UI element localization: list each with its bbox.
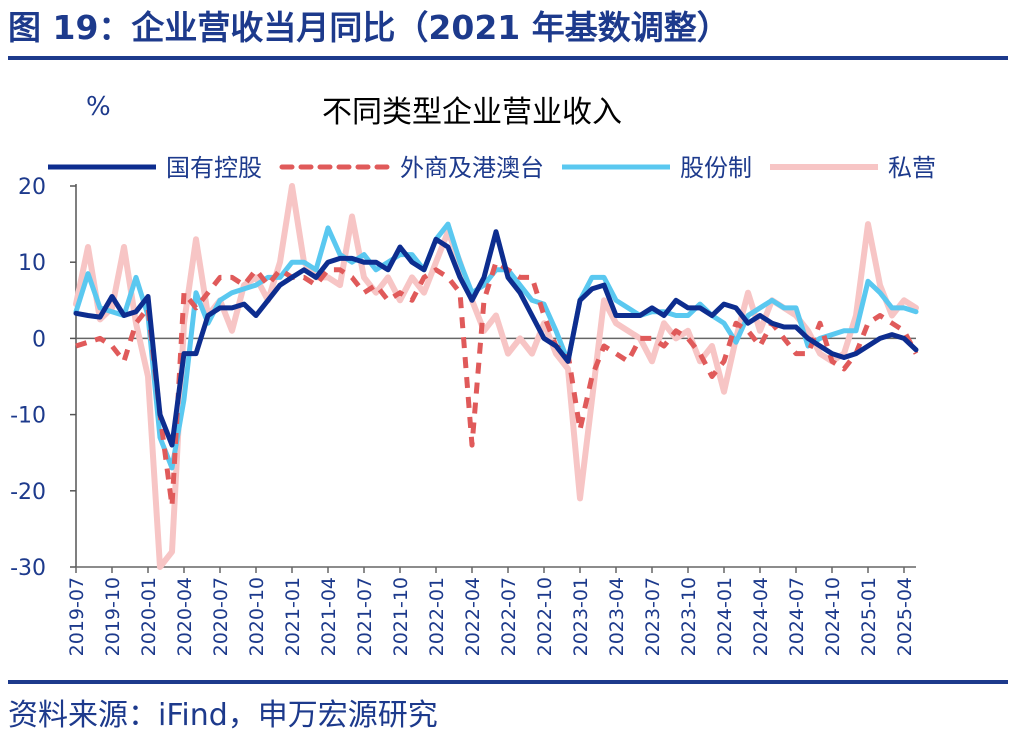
y-tick-label: 0 (32, 327, 46, 352)
x-tick-label: 2022-07 (498, 577, 520, 656)
x-tick-label: 2021-07 (354, 577, 376, 656)
x-tick-label: 2019-07 (66, 577, 88, 656)
series-line (75, 259, 919, 509)
legend-label: 股份制 (680, 154, 752, 182)
x-tick-label: 2025-04 (894, 577, 916, 656)
x-tick-label: 2024-10 (822, 577, 844, 656)
x-tick-label: 2025-01 (858, 577, 880, 656)
x-tick-label: 2023-01 (570, 577, 592, 656)
x-tick-label: 2023-07 (642, 577, 664, 656)
x-tick-label: 2021-10 (390, 577, 412, 656)
x-tick-label: 2021-01 (282, 577, 304, 656)
top-rule (8, 56, 1008, 60)
bottom-rule (8, 680, 1008, 684)
x-tick-label: 2022-10 (534, 577, 556, 656)
y-axis-unit: % (86, 92, 111, 122)
x-tick-label: 2024-04 (750, 577, 772, 656)
legend-label: 国有控股 (166, 154, 262, 182)
y-tick-label: 20 (18, 175, 46, 200)
x-tick-label: 2024-01 (714, 577, 736, 656)
x-tick-label: 2022-01 (426, 577, 448, 656)
x-tick-label: 2023-04 (606, 577, 628, 656)
x-tick-label: 2022-04 (462, 577, 484, 656)
x-tick-label: 2019-10 (102, 577, 124, 656)
legend-label: 外商及港澳台 (400, 154, 544, 182)
x-tick-label: 2020-07 (210, 577, 232, 656)
y-tick-label: -20 (10, 480, 46, 505)
axes: 20 10 0 -10 -20 -30 2019-07 2019-10 2020-01 2020-… (10, 175, 916, 656)
x-tick-label: 2020-10 (246, 577, 268, 656)
chart: 不同类型企业营业收入% 国有控股 外商及港澳台 股份制 私营 20 10 0 -10 -20 -… (10, 92, 936, 656)
x-tick-label: 2020-01 (138, 577, 160, 656)
x-tick-label: 2020-04 (174, 577, 196, 656)
figure-title: 图 19：企业营收当月同比（2021 年基数调整） (8, 8, 730, 47)
y-tick-label: -10 (10, 404, 46, 429)
x-tick-label: 2023-10 (678, 577, 700, 656)
y-tick-label: 10 (18, 251, 46, 276)
series-line (73, 229, 919, 448)
y-tick-label: -30 (10, 556, 46, 581)
x-tick-label: 2021-04 (318, 577, 340, 656)
x-tick-label: 2024-07 (786, 577, 808, 656)
source-note: 资料来源：iFind，申万宏源研究 (8, 698, 438, 733)
series-line (73, 183, 919, 570)
legend-label: 私营 (888, 154, 936, 182)
chart-title: 不同类型企业营业收入 (322, 95, 622, 130)
legend: 国有控股 外商及港澳台 股份制 私营 (48, 154, 936, 182)
series-layer (73, 183, 919, 570)
